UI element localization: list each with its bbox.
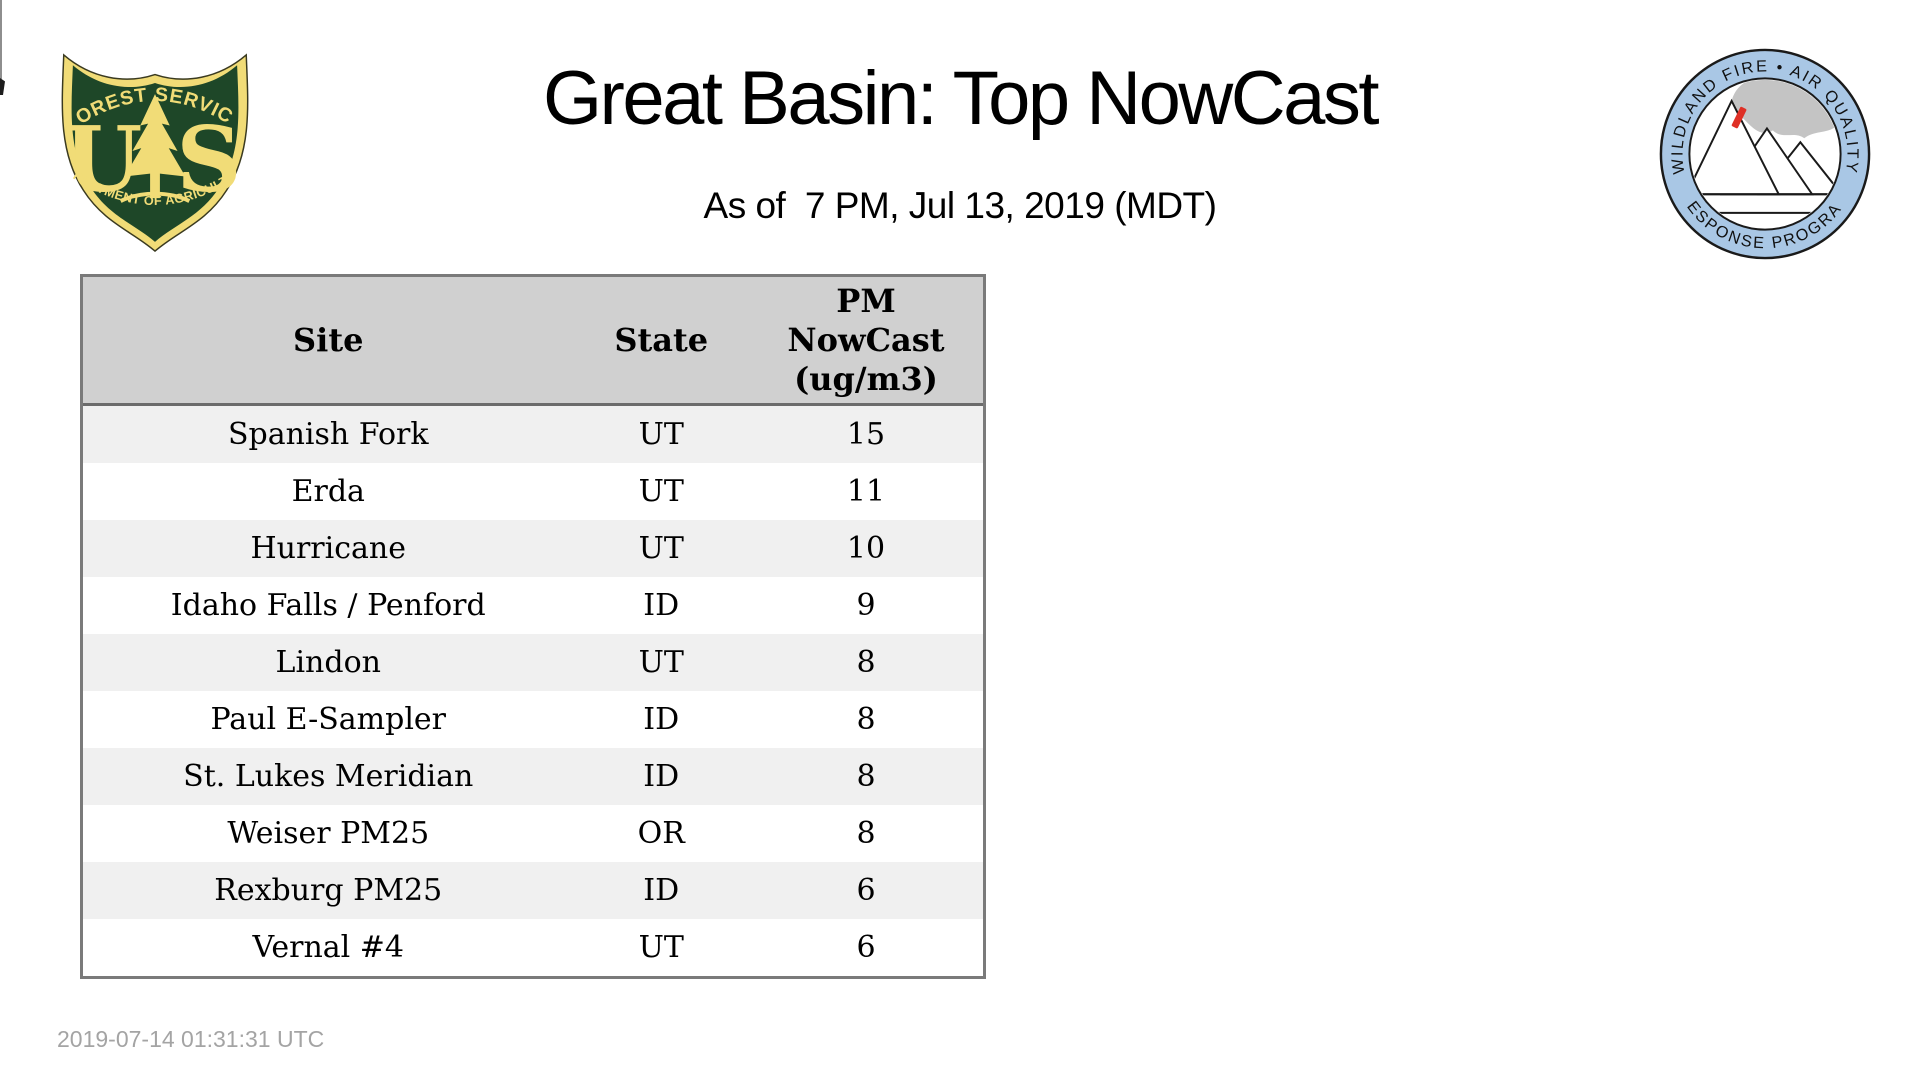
- shield-letter-u: U: [64, 106, 143, 212]
- state-cell: UT: [638, 930, 684, 965]
- table-row: Spanish Fork UT 15: [83, 406, 983, 463]
- table-body: Spanish Fork UT 15 Erda UT 11 Hurricane …: [83, 406, 983, 976]
- state-cell: UT: [638, 417, 684, 452]
- site-cell: Paul E-Sampler: [210, 702, 447, 737]
- column-header-pm-nowcast: PM NowCast (ug/m3): [749, 282, 983, 399]
- value-cell: 9: [856, 588, 876, 623]
- flame-mark: [1731, 106, 1747, 129]
- site-cell: Hurricane: [250, 531, 407, 566]
- site-cell: Lindon: [275, 645, 381, 680]
- shield-letter-s: S: [176, 106, 241, 212]
- value-cell: 6: [856, 930, 876, 965]
- value-cell: 10: [846, 531, 886, 566]
- forest-service-logo-icon: FOREST SERVICE U S DEPARTMENT OF AGRICUL…: [52, 42, 249, 253]
- screen-edge-artifact: [0, 0, 2, 79]
- site-cell: St. Lukes Meridian: [183, 759, 474, 794]
- state-cell: ID: [643, 588, 680, 623]
- value-cell: 8: [856, 816, 876, 851]
- page-subtitle: As of 7 PM, Jul 13, 2019 (MDT): [703, 185, 1217, 226]
- table-row: Idaho Falls / Penford ID 9: [83, 577, 983, 634]
- site-cell: Weiser PM25: [227, 816, 430, 851]
- generated-timestamp: 2019-07-14 01:31:31 UTC: [57, 1026, 325, 1052]
- site-cell: Vernal #4: [252, 930, 405, 965]
- state-cell: ID: [643, 873, 680, 908]
- value-cell: 11: [846, 474, 886, 509]
- site-cell: Rexburg PM25: [214, 873, 443, 908]
- value-cell: 8: [856, 759, 876, 794]
- state-cell: UT: [638, 474, 684, 509]
- page-title: Great Basin: Top NowCast: [542, 56, 1380, 141]
- table-header-row: Site State PM NowCast (ug/m3): [83, 277, 983, 406]
- pm-header-line3: (ug/m3): [794, 359, 938, 398]
- site-cell: Idaho Falls / Penford: [170, 588, 486, 623]
- table-row: Weiser PM25 OR 8: [83, 805, 983, 862]
- value-cell: 15: [846, 417, 886, 452]
- pine-tree-icon: [124, 94, 186, 199]
- state-cell: ID: [643, 759, 680, 794]
- table-row: Hurricane UT 10: [83, 520, 983, 577]
- table-row: St. Lukes Meridian ID 8: [83, 748, 983, 805]
- screen-edge-notch: [0, 78, 5, 95]
- site-cell: Erda: [291, 474, 365, 509]
- column-header-state: State: [614, 321, 709, 359]
- state-cell: OR: [637, 816, 685, 851]
- state-cell: ID: [643, 702, 680, 737]
- pm-header-line1: PM: [836, 281, 896, 320]
- pine-tree-ground: [119, 191, 191, 203]
- table-row: Lindon UT 8: [83, 634, 983, 691]
- value-cell: 6: [856, 873, 876, 908]
- value-cell: 8: [856, 702, 876, 737]
- pm-header-line2: NowCast: [787, 320, 945, 359]
- table-row: Erda UT 11: [83, 463, 983, 520]
- table-row: Rexburg PM25 ID 6: [83, 862, 983, 919]
- table-row: Paul E-Sampler ID 8: [83, 691, 983, 748]
- state-cell: UT: [638, 531, 684, 566]
- site-cell: Spanish Fork: [227, 417, 429, 452]
- value-cell: 8: [856, 645, 876, 680]
- state-cell: UT: [638, 645, 684, 680]
- column-header-site: Site: [293, 321, 364, 359]
- table-row: Vernal #4 UT 6: [83, 919, 983, 976]
- wildland-fire-air-quality-logo-icon: WILDLAND FIRE • AIR QUALITY RESPONSE PRO…: [1657, 46, 1871, 260]
- nowcast-table: Site State PM NowCast (ug/m3) Spanish Fo…: [80, 274, 986, 979]
